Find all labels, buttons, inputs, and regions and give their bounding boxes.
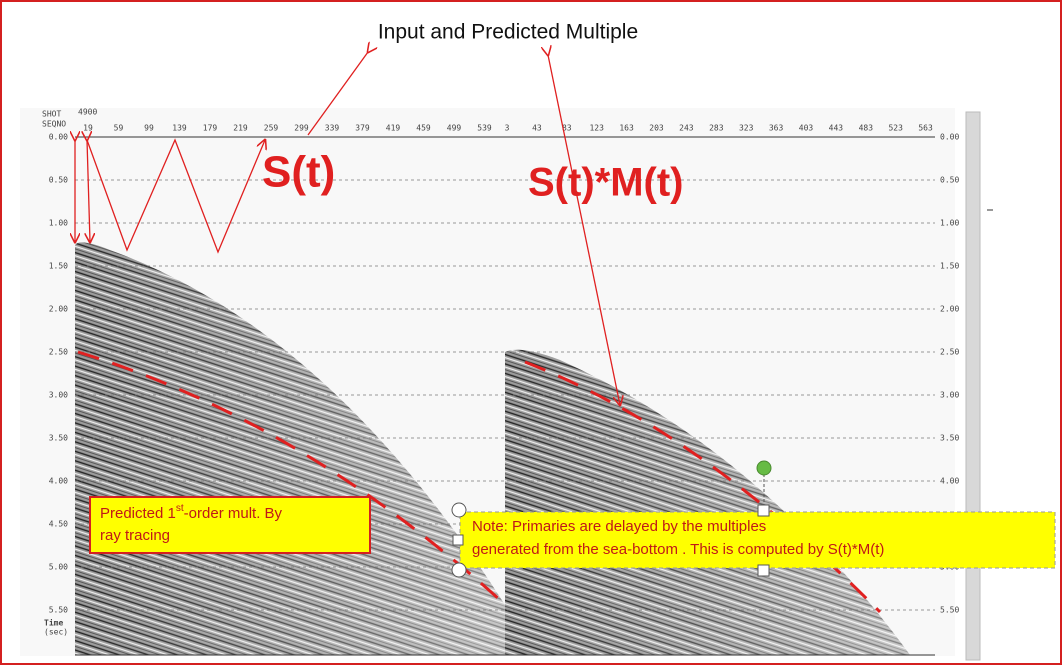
axis-unit: (sec) xyxy=(44,628,68,637)
shot-label: SHOT xyxy=(42,110,61,119)
time-tick-label: 5.50 xyxy=(49,606,68,615)
box xyxy=(459,511,1056,569)
trace-label: 539 xyxy=(477,124,492,133)
time-tick-label: 0.00 xyxy=(49,133,68,142)
panel-label: S(t) xyxy=(262,148,335,197)
trace-label: 323 xyxy=(739,124,754,133)
trace-label: 299 xyxy=(294,124,309,133)
trace-label: 459 xyxy=(416,124,431,133)
trace-label: 483 xyxy=(859,124,874,133)
trace-label: 219 xyxy=(233,124,248,133)
trace-label: 403 xyxy=(799,124,814,133)
time-tick-label: 4.00 xyxy=(940,477,959,486)
resize-handle[interactable] xyxy=(451,502,467,518)
trace-label: 443 xyxy=(829,124,844,133)
trace-label: 419 xyxy=(386,124,401,133)
trace-label: 179 xyxy=(203,124,218,133)
time-tick-label: 5.50 xyxy=(940,606,959,615)
annotation-text: ray tracing xyxy=(100,527,170,544)
time-tick-label: 2.00 xyxy=(49,305,68,314)
resize-handle[interactable] xyxy=(757,564,770,577)
time-tick-label: 5.00 xyxy=(49,563,68,572)
trace-label: 523 xyxy=(888,124,903,133)
time-tick-label: 2.50 xyxy=(49,348,68,357)
trace-label: 43 xyxy=(532,124,542,133)
trace-label: 499 xyxy=(447,124,462,133)
time-tick-label: 0.00 xyxy=(940,133,959,142)
trace-label: 339 xyxy=(325,124,340,133)
box xyxy=(89,496,371,554)
trace-label: 243 xyxy=(679,124,694,133)
trace-label: 283 xyxy=(709,124,724,133)
time-tick-label: 3.00 xyxy=(49,391,68,400)
arrow xyxy=(87,140,90,242)
trace-label: 123 xyxy=(589,124,604,133)
time-tick-label: 0.50 xyxy=(940,176,959,185)
annotation-box[interactable]: Note: Primaries are delayed by the multi… xyxy=(451,460,1056,578)
trace-label: 59 xyxy=(114,124,124,133)
resize-handle[interactable] xyxy=(451,562,467,578)
annotation-text: generated from the sea-bottom . This is … xyxy=(472,541,884,558)
trace-label: 19 xyxy=(83,124,93,133)
seismic-shade xyxy=(505,349,910,655)
time-tick-label: 1.50 xyxy=(49,262,68,271)
annotation-box[interactable]: Predicted 1st-order mult. By ray tracing xyxy=(89,496,371,554)
time-tick-label: 3.50 xyxy=(940,434,959,443)
trace-label: 363 xyxy=(769,124,784,133)
arrow xyxy=(307,52,368,136)
time-tick-label: 1.50 xyxy=(940,262,959,271)
ray-arrows xyxy=(75,52,620,405)
trace-label: 563 xyxy=(918,124,933,133)
time-tick-label: 0.50 xyxy=(49,176,68,185)
rotate-handle[interactable] xyxy=(756,460,772,476)
time-tick-label: 4.50 xyxy=(49,520,68,529)
trace-label: 163 xyxy=(619,124,634,133)
axis-label: Time xyxy=(44,618,63,628)
trace-label: 203 xyxy=(649,124,664,133)
resize-handle[interactable] xyxy=(757,504,770,517)
time-tick-label: 1.00 xyxy=(940,219,959,228)
trace-label: 259 xyxy=(264,124,279,133)
trace-label: 99 xyxy=(144,124,154,133)
trace-label: 379 xyxy=(355,124,370,133)
scrollbar[interactable] xyxy=(965,111,981,661)
time-tick-label: 2.00 xyxy=(940,305,959,314)
resize-handle[interactable] xyxy=(452,534,464,546)
trace-label: 139 xyxy=(172,124,187,133)
annotation-text: Note: Primaries are delayed by the multi… xyxy=(472,518,766,535)
shot-value: 4900 xyxy=(78,108,97,117)
title: Input and Predicted Multiple xyxy=(378,21,638,44)
arrow xyxy=(548,55,620,405)
arrow xyxy=(86,140,265,254)
text-part: -order mult. By xyxy=(184,505,283,522)
time-tick-label: 3.00 xyxy=(940,391,959,400)
time-tick-label: 1.00 xyxy=(49,219,68,228)
time-tick-label: 3.50 xyxy=(49,434,68,443)
superscript: st xyxy=(176,503,184,514)
predicted-multiple-curve xyxy=(77,350,502,602)
seqno-label: SEQNO xyxy=(42,120,66,129)
annotation-text: Predicted 1st-order mult. By xyxy=(100,503,283,522)
panel-label: S(t)*M(t) xyxy=(528,161,684,205)
time-tick-label: 4.00 xyxy=(49,477,68,486)
trace-label: 3 xyxy=(505,124,510,133)
time-tick-label: 2.50 xyxy=(940,348,959,357)
text-part: Predicted 1 xyxy=(100,505,176,522)
